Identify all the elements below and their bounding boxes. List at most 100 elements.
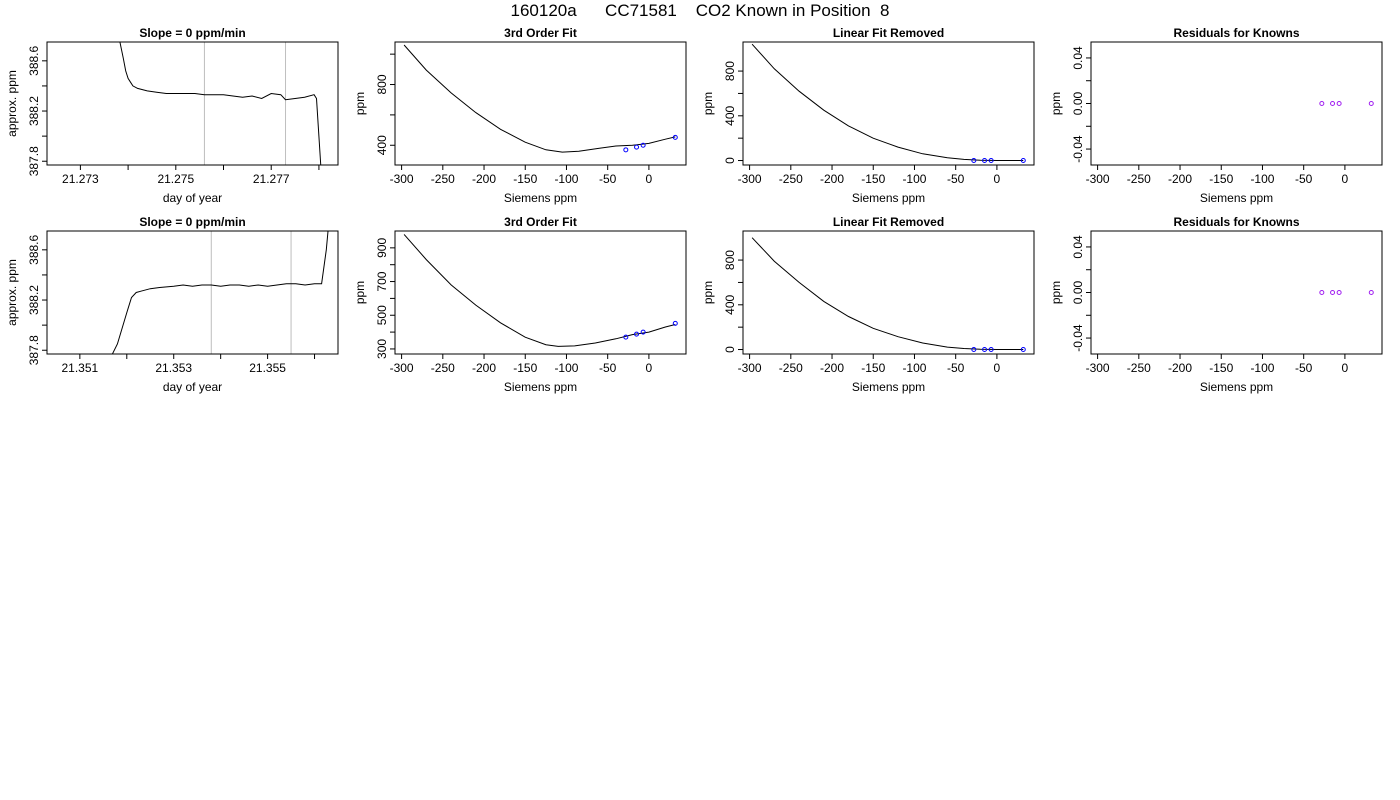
- plot-area: [119, 42, 322, 165]
- data-point: [988, 347, 994, 353]
- third-order-fit-chart-row2: 3rd Order Fit -300 -250 -200 -150 -100 -50 0 300…: [353, 215, 687, 394]
- x-tick-label: -300: [1086, 172, 1110, 186]
- x-axis-label: Siemens ppm: [852, 380, 925, 394]
- y-tick-label: 0.04: [1071, 46, 1085, 70]
- residuals-chart-row1: Residuals for Knowns -300 -250 -200 -150 -100…: [1049, 26, 1383, 205]
- x-tick-label: -100: [902, 172, 926, 186]
- x-axis-label: day of year: [163, 191, 222, 205]
- x-tick-label: 21.353: [155, 361, 192, 375]
- fit-curve: [403, 234, 676, 347]
- plot-frame: [46, 230, 339, 355]
- data-point: [1336, 101, 1342, 106]
- x-axis-label: Siemens ppm: [1200, 191, 1273, 205]
- data-point: [982, 158, 988, 164]
- x-axis-label: day of year: [163, 380, 222, 394]
- chart-title: 3rd Order Fit: [504, 26, 577, 40]
- y-tick-label: 387.8: [27, 335, 41, 365]
- plot-area: [751, 43, 1026, 164]
- page-title: 160120a CC71581 CO2 Known in Position 8: [510, 1, 890, 20]
- series-line: [119, 42, 322, 165]
- data-point: [971, 158, 977, 164]
- data-point: [1020, 347, 1026, 353]
- y-tick-label: 500: [375, 305, 389, 325]
- plot-frame: [742, 41, 1035, 166]
- data-point: [634, 144, 640, 150]
- x-tick-label: -200: [820, 361, 844, 375]
- x-tick-label: -300: [1086, 361, 1110, 375]
- y-tick-label: 388.2: [27, 285, 41, 315]
- y-axis-label: approx. ppm: [5, 259, 19, 326]
- x-tick-label: -250: [779, 361, 803, 375]
- x-axis-label: Siemens ppm: [504, 191, 577, 205]
- data-point: [971, 347, 977, 353]
- x-tick-label: 0: [1342, 172, 1349, 186]
- y-tick-label: 0.04: [1071, 235, 1085, 259]
- y-tick-label: 388.6: [27, 234, 41, 264]
- data-point: [982, 347, 988, 353]
- chart-title: Slope = 0 ppm/min: [139, 215, 245, 229]
- x-tick-label: 0: [1342, 361, 1349, 375]
- x-tick-label: 21.277: [253, 172, 290, 186]
- x-tick-label: -100: [554, 172, 578, 186]
- x-tick-label: -150: [513, 361, 537, 375]
- series-line: [111, 231, 329, 354]
- x-axis-label: Siemens ppm: [852, 191, 925, 205]
- data-point: [640, 142, 646, 148]
- data-point: [623, 334, 629, 340]
- plot-area: [751, 237, 1026, 353]
- x-tick-label: -150: [1209, 361, 1233, 375]
- y-axis-label: ppm: [353, 281, 367, 304]
- x-tick-label: -100: [1250, 172, 1274, 186]
- y-tick-label: 387.8: [27, 146, 41, 176]
- y-tick-label: 400: [723, 294, 737, 314]
- data-point: [1020, 158, 1026, 164]
- x-tick-label: -250: [779, 172, 803, 186]
- y-axis-label: ppm: [353, 92, 367, 115]
- x-tick-label: -50: [1295, 172, 1313, 186]
- x-tick-label: -150: [1209, 172, 1233, 186]
- data-point: [1330, 290, 1336, 295]
- data-point: [1330, 101, 1336, 106]
- fit-curve: [403, 44, 676, 153]
- y-tick-label: 400: [375, 135, 389, 155]
- y-tick-label: 0.00: [1071, 280, 1085, 304]
- x-tick-label: -100: [554, 361, 578, 375]
- timeseries-chart-row2: Slope = 0 ppm/min 21.351 21.353 21.355 387.8…: [5, 215, 339, 394]
- x-tick-label: -150: [861, 361, 885, 375]
- x-tick-label: 0: [646, 172, 653, 186]
- data-point: [1368, 290, 1374, 295]
- x-tick-label: -50: [947, 361, 965, 375]
- x-tick-label: -50: [599, 172, 617, 186]
- x-tick-label: -300: [738, 361, 762, 375]
- data-point: [623, 147, 629, 153]
- x-tick-label: -300: [390, 172, 414, 186]
- x-tick-label: -250: [1127, 361, 1151, 375]
- x-tick-label: -200: [1168, 361, 1192, 375]
- y-axis-label: ppm: [701, 92, 715, 115]
- x-tick-label: 0: [994, 361, 1001, 375]
- chart-title: Residuals for Knowns: [1173, 26, 1299, 40]
- plot-area: [403, 44, 678, 153]
- x-tick-label: -50: [947, 172, 965, 186]
- x-tick-label: -150: [513, 172, 537, 186]
- y-tick-label: 0: [723, 157, 737, 164]
- y-tick-label: 0: [723, 346, 737, 353]
- data-point: [672, 134, 678, 140]
- linear-fit-removed-chart-row1: Linear Fit Removed -300 -250 -200 -150 -100 -5…: [701, 26, 1035, 205]
- timeseries-chart-row1: Slope = 0 ppm/min 21.273 21.275 21.277 387.8…: [5, 26, 339, 205]
- x-tick-label: -100: [1250, 361, 1274, 375]
- plot-frame: [46, 41, 339, 166]
- x-tick-label: 21.351: [62, 361, 99, 375]
- data-point: [1319, 290, 1325, 295]
- plot-frame: [1090, 41, 1383, 166]
- x-tick-label: -250: [431, 172, 455, 186]
- plot-frame: [394, 41, 687, 166]
- x-tick-label: -200: [1168, 172, 1192, 186]
- fit-curve: [751, 237, 1024, 350]
- plot-area: [403, 234, 678, 347]
- y-tick-label: 900: [375, 238, 389, 258]
- chart-title: Residuals for Knowns: [1173, 215, 1299, 229]
- x-tick-label: 0: [994, 172, 1001, 186]
- y-tick-label: -0.04: [1071, 324, 1085, 352]
- x-tick-label: -250: [431, 361, 455, 375]
